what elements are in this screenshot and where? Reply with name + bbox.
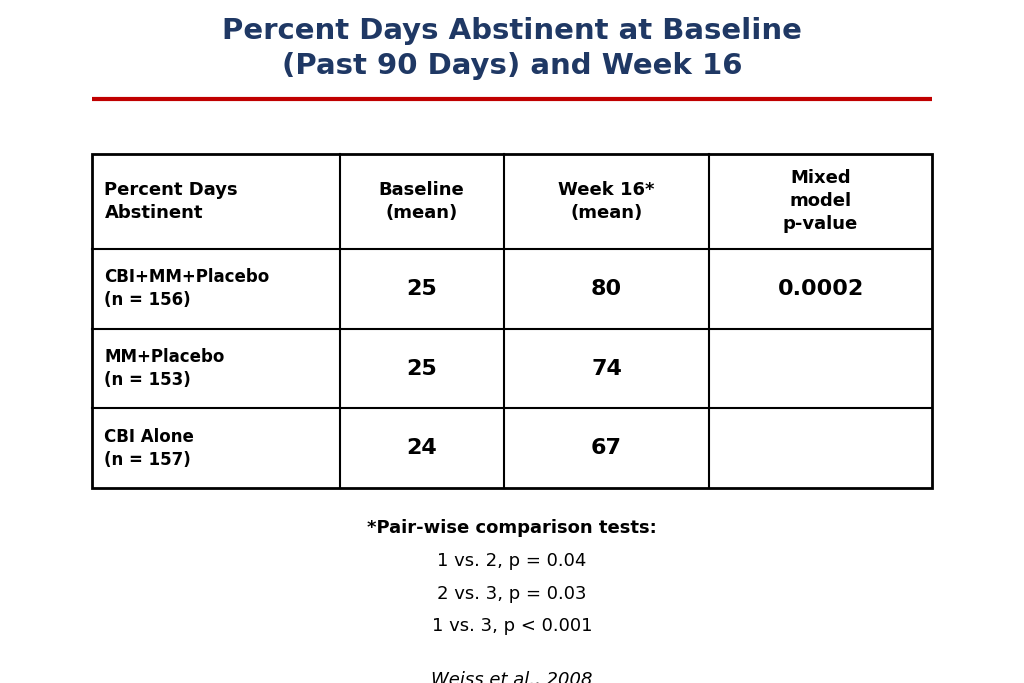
Text: 74: 74 xyxy=(591,359,622,378)
Text: 0.0002: 0.0002 xyxy=(777,279,863,299)
Text: Mixed
model
p-value: Mixed model p-value xyxy=(783,169,858,234)
Text: *Pair-wise comparison tests:: *Pair-wise comparison tests: xyxy=(368,519,656,537)
Text: 1 vs. 2, p = 0.04: 1 vs. 2, p = 0.04 xyxy=(437,552,587,570)
Text: 67: 67 xyxy=(591,438,622,458)
Text: Baseline
(mean): Baseline (mean) xyxy=(379,181,465,222)
Text: MM+Placebo
(n = 153): MM+Placebo (n = 153) xyxy=(104,348,225,389)
Text: CBI+MM+Placebo
(n = 156): CBI+MM+Placebo (n = 156) xyxy=(104,268,269,309)
Text: 24: 24 xyxy=(407,438,437,458)
Text: 25: 25 xyxy=(407,279,437,299)
Text: Week 16*
(mean): Week 16* (mean) xyxy=(558,181,654,222)
Text: Weiss et al., 2008: Weiss et al., 2008 xyxy=(431,671,593,683)
Text: Percent Days Abstinent at Baseline
(Past 90 Days) and Week 16: Percent Days Abstinent at Baseline (Past… xyxy=(222,17,802,80)
Text: CBI Alone
(n = 157): CBI Alone (n = 157) xyxy=(104,428,195,469)
Bar xyxy=(92,154,932,488)
Text: 80: 80 xyxy=(591,279,622,299)
Text: 2 vs. 3, p = 0.03: 2 vs. 3, p = 0.03 xyxy=(437,585,587,602)
Text: 1 vs. 3, p < 0.001: 1 vs. 3, p < 0.001 xyxy=(432,617,592,635)
Text: 25: 25 xyxy=(407,359,437,378)
Text: Percent Days
Abstinent: Percent Days Abstinent xyxy=(104,181,238,222)
